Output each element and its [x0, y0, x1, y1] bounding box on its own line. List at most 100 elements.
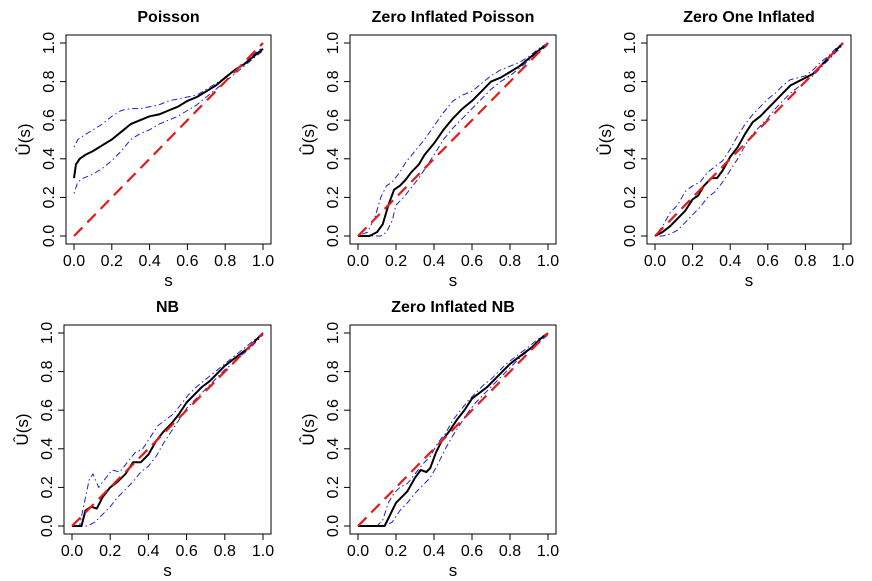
y-tick-label: 0.2	[39, 476, 56, 498]
x-tick-label: 1.0	[832, 253, 854, 270]
y-tick-label: 0.0	[39, 515, 56, 537]
x-tick-label: 0.4	[137, 543, 159, 560]
series-upper-band	[357, 42, 549, 237]
y-tick-label: 0.0	[622, 225, 639, 247]
series-lower-band	[73, 50, 264, 194]
x-tick-label: 0.6	[461, 253, 483, 270]
x-tick-label: 0.4	[138, 253, 160, 270]
series-upper-band	[73, 46, 264, 148]
y-tick-label: 0.6	[325, 109, 342, 131]
y-tick-label: 0.4	[325, 438, 342, 460]
series-estimate	[73, 48, 264, 179]
series-estimate	[654, 42, 844, 237]
panel-3: Zero One Inflated 0.0 0.2 0.4 0.6 0.8 1.0 0.0 0.…	[596, 9, 854, 290]
x-tick-label: 0.4	[719, 253, 741, 270]
y-axis-label: Û(s)	[13, 413, 32, 445]
y-tick-label: 0.8	[325, 360, 342, 382]
x-axis-label: s	[449, 561, 458, 580]
plot-frame	[349, 34, 557, 245]
y-tick-label: 0.4	[39, 438, 56, 460]
x-tick-label: 0.2	[99, 543, 121, 560]
panel-4: NB 0.0 0.2 0.4 0.6 0.8 1.0 0.0 0.2 0.4 0.6 0.8 1.0 s Û…	[13, 299, 274, 580]
plot-frame	[65, 34, 272, 245]
x-tick-label: 0.6	[461, 543, 483, 560]
x-tick-label: 0.2	[385, 543, 407, 560]
x-tick-label: 0.8	[214, 253, 236, 270]
y-tick-label: 1.0	[622, 32, 639, 54]
series-reference	[73, 42, 264, 237]
y-tick-label: 0.2	[325, 476, 342, 498]
x-tick-label: 0.0	[347, 253, 369, 270]
y-tick-label: 0.6	[622, 109, 639, 131]
y-tick-label: 0.8	[39, 360, 56, 382]
panel-5: Zero Inflated NB 0.0 0.2 0.4 0.6 0.8 1.0 0.0 0.2…	[299, 299, 559, 580]
y-axis-label: Û(s)	[299, 413, 318, 445]
x-tick-label: 0.6	[757, 253, 779, 270]
x-tick-label: 0.8	[794, 253, 816, 270]
y-tick-label: 0.8	[41, 70, 58, 92]
panel-title: Zero One Inflated	[683, 9, 815, 26]
x-axis-label: s	[449, 271, 458, 290]
x-axis-label: s	[164, 271, 173, 290]
x-tick-label: 1.0	[537, 543, 559, 560]
y-tick-label: 0.2	[41, 186, 58, 208]
y-tick-label: 1.0	[41, 32, 58, 54]
y-tick-label: 0.4	[622, 148, 639, 170]
panel-title: Zero Inflated NB	[391, 299, 515, 316]
series-reference	[71, 332, 264, 527]
x-tick-label: 0.0	[644, 253, 666, 270]
x-tick-label: 0.4	[423, 253, 445, 270]
panel-title: NB	[156, 299, 179, 316]
x-tick-label: 0.2	[101, 253, 123, 270]
x-tick-label: 1.0	[252, 543, 274, 560]
x-tick-label: 0.2	[681, 253, 703, 270]
y-axis-label: Û(s)	[15, 123, 34, 155]
series-reference	[357, 332, 549, 527]
plot-frame	[63, 324, 272, 535]
x-tick-label: 0.8	[499, 253, 521, 270]
plot-frame	[646, 34, 852, 245]
series-upper-band	[358, 332, 549, 527]
y-tick-label: 0.4	[325, 148, 342, 170]
y-tick-label: 0.6	[325, 399, 342, 421]
x-tick-label: 0.8	[214, 543, 236, 560]
x-tick-label: 1.0	[537, 253, 559, 270]
panel-1: Poisson 0.0 0.2 0.4 0.6 0.8 1.0 0.0 0.2 0.4 0.6 0.8…	[15, 9, 274, 290]
series-upper-band	[72, 332, 264, 527]
x-tick-label: 0.4	[423, 543, 445, 560]
plot-frame	[349, 324, 557, 535]
y-tick-label: 0.0	[41, 225, 58, 247]
series-reference	[357, 42, 549, 237]
panel-title: Poisson	[137, 9, 199, 26]
y-tick-label: 0.0	[325, 225, 342, 247]
series-reference	[654, 42, 844, 237]
y-tick-label: 1.0	[39, 322, 56, 344]
x-tick-label: 0.6	[175, 543, 197, 560]
y-tick-label: 0.6	[39, 399, 56, 421]
x-axis-label: s	[163, 561, 172, 580]
series-estimate	[358, 332, 549, 527]
y-tick-label: 0.2	[325, 186, 342, 208]
y-tick-label: 0.0	[325, 515, 342, 537]
y-axis-label: Û(s)	[596, 123, 615, 155]
x-tick-label: 0.6	[176, 253, 198, 270]
series-lower-band	[358, 334, 549, 527]
y-tick-label: 0.4	[41, 148, 58, 170]
x-tick-label: 0.0	[61, 543, 83, 560]
x-tick-label: 0.8	[499, 543, 521, 560]
y-tick-label: 1.0	[325, 32, 342, 54]
y-tick-label: 0.8	[622, 70, 639, 92]
series-estimate	[358, 42, 549, 237]
y-axis-label: Û(s)	[299, 123, 318, 155]
x-tick-label: 1.0	[252, 253, 274, 270]
x-tick-label: 0.0	[347, 543, 369, 560]
series-lower-band	[358, 44, 549, 237]
x-tick-label: 0.2	[385, 253, 407, 270]
series-estimate	[72, 332, 264, 527]
x-tick-label: 0.0	[63, 253, 85, 270]
y-tick-label: 1.0	[325, 322, 342, 344]
x-axis-label: s	[745, 271, 754, 290]
y-tick-label: 0.8	[325, 70, 342, 92]
panel-2: Zero Inflated Poisson 0.0 0.2 0.4 0.6 0.8 1.0 0…	[299, 9, 559, 290]
